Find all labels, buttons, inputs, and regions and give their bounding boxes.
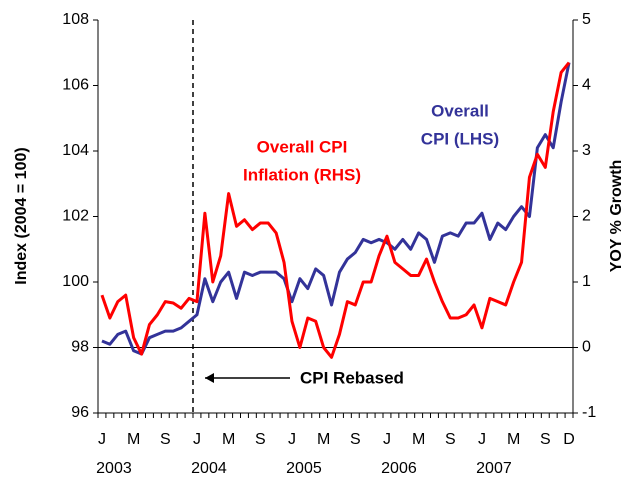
y-tick-label: 96 (71, 404, 89, 421)
y2-tick-label: 2 (582, 208, 591, 225)
y-tick-label: 106 (62, 77, 89, 94)
x-tick-label: S (255, 431, 266, 448)
year-label: 2007 (476, 460, 512, 477)
blue-annotation: Overall (431, 101, 489, 120)
x-tick-label: J (383, 431, 391, 448)
y2-tick-label: 3 (582, 142, 591, 159)
x-tick-label: M (317, 431, 330, 448)
red-annotation: Overall CPI (257, 137, 348, 156)
y2-tick-label: 5 (582, 11, 591, 28)
series-line (101, 62, 571, 356)
year-label: 2003 (96, 460, 132, 477)
y-tick-label: 102 (62, 208, 89, 225)
y-tick-label: 104 (62, 142, 89, 159)
x-tick-label: M (222, 431, 235, 448)
arrow-head (205, 373, 214, 383)
blue-annotation: CPI (LHS) (421, 129, 499, 148)
series-line (100, 61, 571, 359)
x-tick-label: M (127, 431, 140, 448)
y2-tick-label: 4 (582, 77, 591, 94)
x-tick-label: J (193, 431, 201, 448)
x-tick-label: D (563, 431, 575, 448)
x-tick-label: S (445, 431, 456, 448)
x-tick-label: S (160, 431, 171, 448)
y-tick-label: 108 (62, 11, 89, 28)
rebase-annotation: CPI Rebased (300, 368, 404, 387)
y-tick-label: 100 (62, 273, 89, 290)
x-tick-label: S (350, 431, 361, 448)
y-tick-label: 98 (71, 339, 89, 356)
y2-axis-label: YOY % Growth (608, 160, 625, 273)
x-tick-label: J (288, 431, 296, 448)
x-tick-label: S (540, 431, 551, 448)
y2-tick-label: 0 (582, 339, 591, 356)
y-axis-label: Index (2004 = 100) (13, 147, 30, 284)
x-tick-label: J (478, 431, 486, 448)
x-tick-label: J (98, 431, 106, 448)
year-label: 2004 (191, 460, 227, 477)
x-tick-label: M (507, 431, 520, 448)
red-annotation: Inflation (RHS) (243, 165, 361, 184)
x-tick-label: M (412, 431, 425, 448)
year-label: 2006 (381, 460, 417, 477)
year-label: 2005 (286, 460, 322, 477)
y2-tick-label: 1 (582, 273, 591, 290)
y2-tick-label: -1 (582, 404, 596, 421)
